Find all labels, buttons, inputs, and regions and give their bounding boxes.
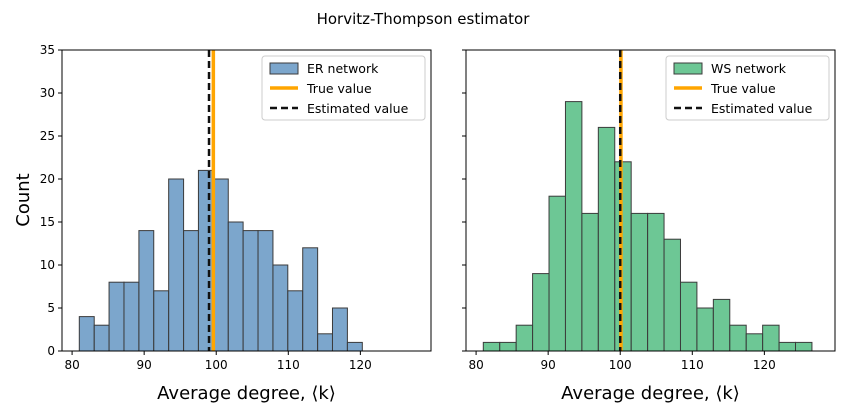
- y-tick-label: 5: [47, 301, 55, 315]
- x-axis-label: Average degree, ⟨k⟩: [157, 383, 336, 404]
- ws-histogram-bar: [499, 341, 517, 352]
- er-histogram-bar: [183, 230, 199, 352]
- x-tick-label: 110: [681, 358, 704, 372]
- ws-histogram-bar: [515, 324, 534, 352]
- x-axis-label: Average degree, ⟨k⟩: [561, 383, 740, 404]
- er-histogram-bar: [138, 230, 155, 352]
- x-tick-label: 90: [541, 358, 556, 372]
- ws-histogram-bar: [482, 341, 501, 352]
- er-histogram-bar: [242, 230, 259, 352]
- x-tick-label: 110: [277, 358, 300, 372]
- er-histogram-bar: [346, 341, 363, 352]
- x-tick-label: 90: [137, 358, 152, 372]
- legend-label: ER network: [307, 61, 379, 76]
- x-tick-label: 80: [64, 358, 79, 372]
- er-histogram-bar: [331, 307, 348, 352]
- y-tick-label: 20: [40, 172, 55, 186]
- er-histogram-bar: [153, 290, 170, 352]
- er-histogram-bar: [197, 169, 214, 352]
- y-tick-label: 30: [40, 86, 55, 100]
- ws-histogram-panel: 80 90 100 110 120 Average degree, ⟨k⟩ WS netwo…: [462, 49, 836, 404]
- ws-histogram-bar: [597, 126, 616, 352]
- legend-box: [261, 55, 426, 121]
- er-histogram-bar: [272, 264, 289, 352]
- ws-histogram-bar: [564, 101, 583, 352]
- ws-histogram-bar: [778, 341, 797, 352]
- legend-label: True value: [306, 81, 372, 96]
- ws-histogram-bar: [729, 324, 747, 352]
- er-histogram-bar: [227, 221, 244, 352]
- ws-histogram-bar: [630, 212, 649, 352]
- ws-histogram-bar: [712, 298, 731, 352]
- er-legend-swatch: [269, 62, 299, 75]
- ws-histogram-bar: [679, 281, 698, 352]
- legend-label: Estimated value: [307, 101, 409, 116]
- x-tick-label: 120: [349, 358, 372, 372]
- legend: WS network True value Estimated value: [665, 55, 830, 121]
- er-histogram-bar: [287, 290, 304, 352]
- legend-label: True value: [710, 81, 776, 96]
- x-tick-label: 100: [205, 358, 228, 372]
- ws-histogram-bar: [762, 324, 780, 352]
- er-histogram-bar: [317, 333, 333, 352]
- y-tick-label: 15: [40, 215, 55, 229]
- y-tick-label: 10: [40, 258, 55, 272]
- x-tick-label: 120: [753, 358, 776, 372]
- er-histogram-bar: [78, 316, 95, 352]
- ws-histogram-bar: [663, 238, 681, 352]
- er-histogram-bar: [257, 230, 274, 352]
- legend-label: WS network: [711, 61, 787, 76]
- ws-legend-swatch: [673, 62, 703, 75]
- y-tick-label: 25: [40, 129, 55, 143]
- er-histogram-bar: [93, 324, 110, 352]
- ws-histogram-bar: [745, 333, 764, 352]
- plot-frame: [61, 49, 432, 352]
- legend-label: Estimated value: [711, 101, 813, 116]
- y-tick-label: 0: [47, 344, 55, 358]
- x-tick-label: 80: [468, 358, 483, 372]
- figure-title: Horvitz-Thompson estimator: [317, 10, 531, 28]
- ws-histogram-bar: [614, 161, 632, 352]
- ws-histogram-bar: [581, 212, 599, 352]
- y-axis-label: Count: [13, 173, 34, 226]
- ws-histogram-bar: [548, 195, 566, 352]
- ws-histogram-bar: [532, 273, 550, 352]
- legend: ER network True value Estimated value: [261, 55, 426, 121]
- er-histogram-bar: [168, 178, 185, 352]
- er-histogram-panel: 80 90 100 110 120 0 5 10 15 20 25 30 35 Average degre…: [40, 43, 432, 404]
- er-histogram-bar: [302, 247, 319, 352]
- ws-histogram-bar: [696, 307, 714, 352]
- x-tick-label: 100: [609, 358, 632, 372]
- y-tick-label: 35: [40, 43, 55, 57]
- legend-box: [665, 55, 830, 121]
- ws-histogram-bar: [647, 212, 665, 352]
- er-histogram-bar: [108, 281, 125, 352]
- er-histogram-bar: [123, 281, 140, 352]
- plot-frame: [465, 49, 836, 352]
- er-histogram-bar: [212, 178, 229, 352]
- ws-histogram-bar: [795, 341, 813, 352]
